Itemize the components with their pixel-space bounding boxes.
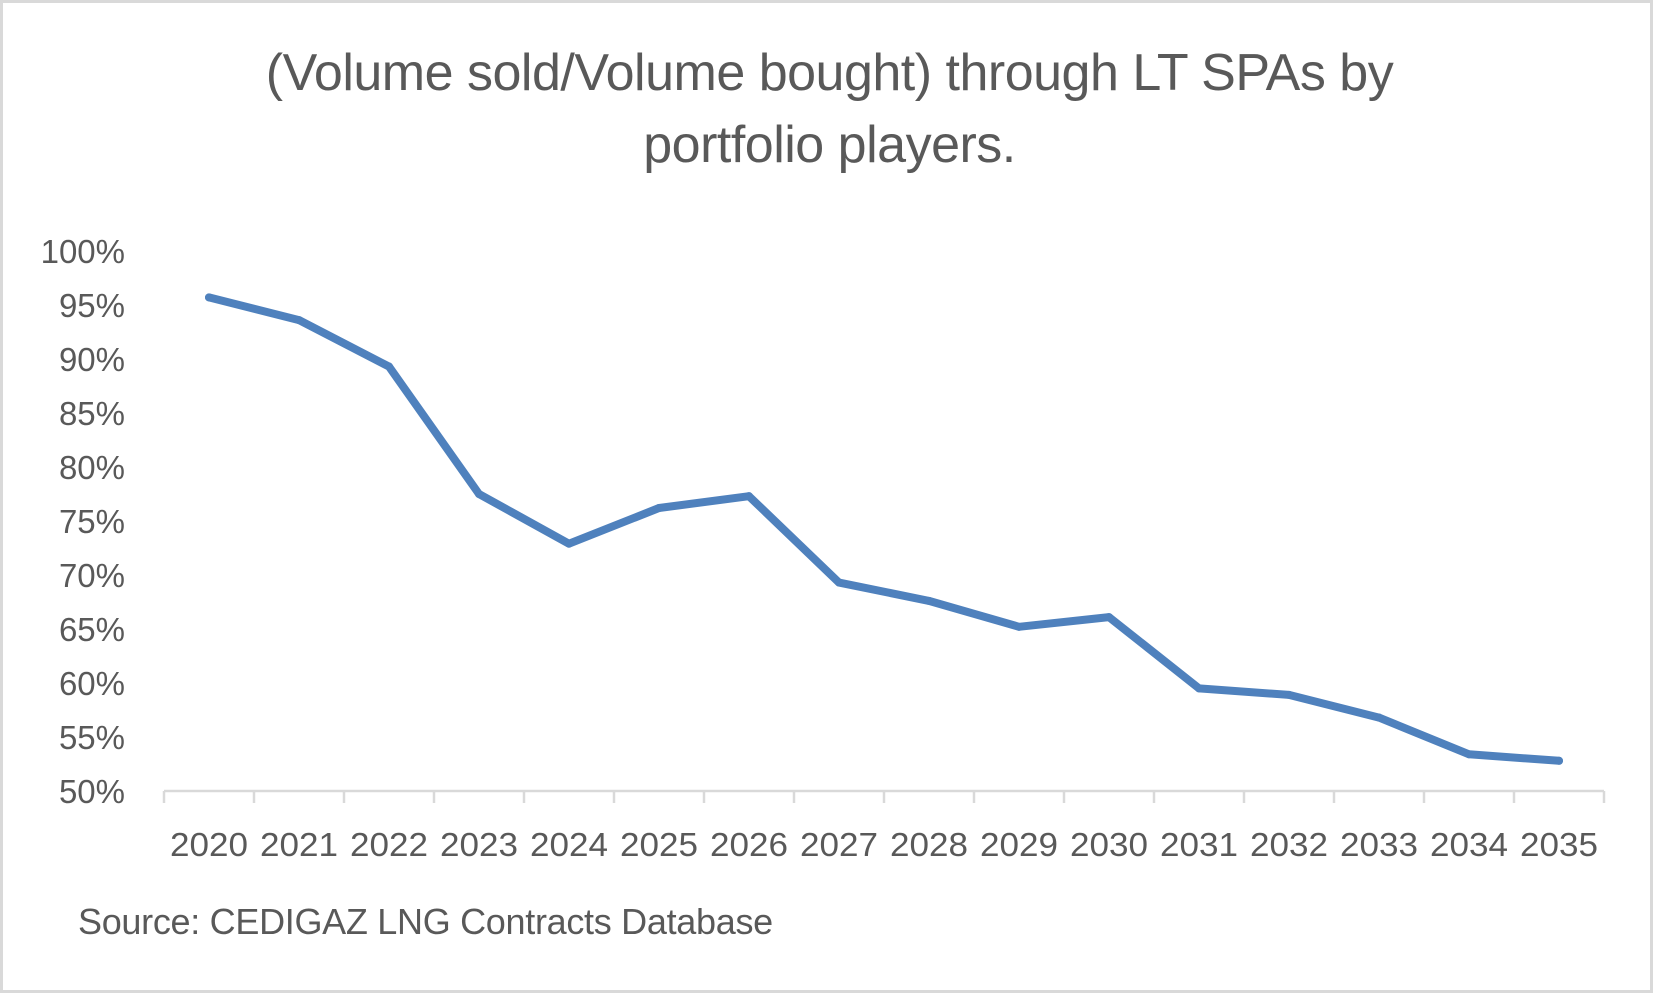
data-point (1105, 613, 1113, 622)
y-tick-label: 95% (59, 287, 125, 324)
x-tick-label: 2030 (1070, 826, 1148, 863)
x-tick-label: 2029 (980, 826, 1058, 863)
data-point (205, 293, 213, 302)
data-point (925, 596, 933, 605)
x-tick-label: 2022 (350, 826, 428, 863)
y-tick-label: 60% (59, 665, 125, 702)
chart-title-line-2: portfolio players. (643, 116, 1016, 174)
chart-title-line-1: (Volume sold/Volume bought) through LT S… (265, 44, 1394, 102)
data-point (1555, 756, 1563, 765)
x-tick-label: 2023 (440, 826, 518, 863)
data-point (295, 316, 303, 325)
y-tick-label: 75% (59, 503, 125, 540)
data-point (1015, 622, 1023, 631)
line-chart: 50%55%60%65%70%75%80%85%90%95%100% 2020 2… (41, 233, 1606, 863)
data-point (1285, 690, 1293, 699)
chart-title: (Volume sold/Volume bought) through LT S… (3, 37, 1653, 181)
series-line (205, 293, 1563, 765)
data-point (565, 539, 573, 548)
y-tick-label: 55% (59, 719, 125, 756)
x-tick-label: 2021 (260, 826, 338, 863)
x-tick-label: 2027 (800, 826, 878, 863)
y-tick-label: 80% (59, 449, 125, 486)
x-tick-label: 2034 (1430, 826, 1508, 863)
x-tick-label: 2031 (1160, 826, 1238, 863)
y-tick-label: 70% (59, 557, 125, 594)
x-tick-label: 2035 (1520, 826, 1598, 863)
data-point (1465, 750, 1473, 759)
data-point (1375, 713, 1383, 722)
y-tick-label: 90% (59, 341, 125, 378)
x-tick-label: 2032 (1250, 826, 1328, 863)
series-group (205, 293, 1563, 765)
x-tick-label: 2020 (170, 826, 248, 863)
data-point (475, 490, 483, 498)
y-tick-label: 85% (59, 395, 125, 432)
x-axis (162, 789, 1606, 803)
data-point (835, 578, 843, 587)
data-point (745, 492, 753, 501)
x-tick-label: 2033 (1340, 826, 1418, 863)
data-point (655, 504, 663, 513)
x-tick-label: 2028 (890, 826, 968, 863)
source-note: Source: CEDIGAZ LNG Contracts Database (78, 901, 773, 942)
x-axis-labels: 2020 2021 2022 2023 2024 2025 2026 2027 2028 2029… (170, 826, 1598, 863)
data-point (1195, 684, 1203, 693)
y-tick-label: 65% (59, 611, 125, 648)
x-tick-label: 2025 (620, 826, 698, 863)
data-point (385, 362, 393, 371)
x-tick-label: 2026 (710, 826, 788, 863)
y-tick-label: 50% (59, 773, 125, 810)
y-tick-label: 100% (41, 233, 125, 270)
x-tick-label: 2024 (530, 826, 608, 863)
y-axis-labels: 50% 55% 60% 65% 70% 75% 80% 85% 90% 95% 100% (41, 233, 125, 810)
